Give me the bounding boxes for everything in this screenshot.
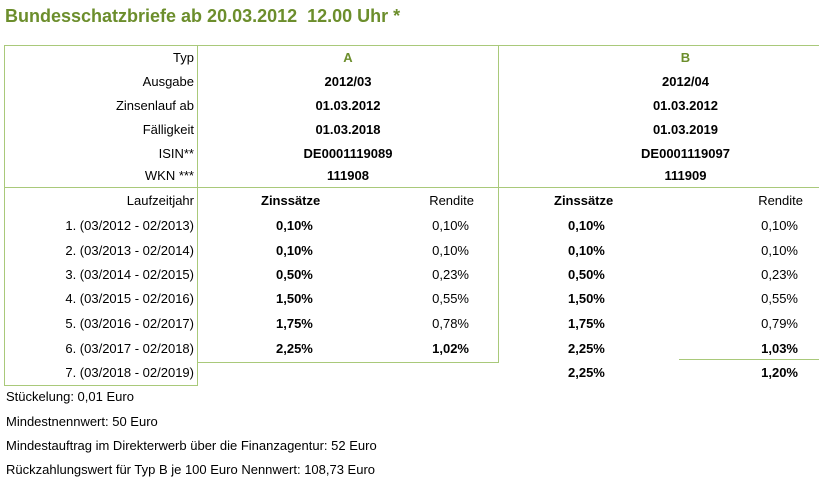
label-column-divider — [197, 45, 198, 386]
footnote-mindestauftrag: Mindestauftrag im Direkterwerb über die … — [6, 438, 377, 453]
table-bottom-border — [4, 385, 198, 386]
type-b-rendite-divider — [679, 359, 819, 360]
laufzeitjahr-cell: 1. (03/2012 - 02/2013) — [65, 218, 194, 233]
table-top-border — [4, 45, 819, 46]
b-rendite-cell: 0,55% — [761, 291, 798, 306]
a-rendite-cell: 0,23% — [432, 267, 469, 282]
laufzeitjahr-cell: 4. (03/2015 - 02/2016) — [65, 291, 194, 306]
a-rendite-cell: 0,10% — [432, 243, 469, 258]
footnote-stueckelung: Stückelung: 0,01 Euro — [6, 389, 134, 404]
type-b-wkn: 111909 — [664, 168, 707, 183]
type-a-right-border — [498, 45, 499, 363]
label-ausgabe: Ausgabe — [142, 74, 194, 89]
column-header-a-zinssaetze: Zinssätze — [261, 193, 321, 208]
b-zinssatz-cell: 0,10% — [568, 243, 605, 258]
laufzeitjahr-cell: 5. (03/2016 - 02/2017) — [65, 316, 194, 331]
a-zinssatz-cell: 1,50% — [276, 291, 313, 306]
label-typ: Typ — [173, 50, 194, 65]
b-zinssatz-cell: 2,25% — [568, 341, 605, 356]
label-zinsenlauf: Zinsenlauf ab — [115, 98, 194, 113]
table-left-border — [4, 45, 5, 386]
laufzeitjahr-cell: 3. (03/2014 - 02/2015) — [65, 267, 194, 282]
b-rendite-cell: 0,79% — [761, 316, 798, 331]
header-divider-left — [4, 187, 499, 188]
header-divider-right — [498, 187, 819, 188]
type-a-label: A — [343, 50, 353, 65]
a-zinssatz-cell: 0,10% — [276, 243, 313, 258]
a-rendite-cell: 0,10% — [432, 218, 469, 233]
a-rendite-cell: 0,55% — [432, 291, 469, 306]
type-a-isin: DE0001119089 — [303, 146, 393, 161]
page-title: Bundesschatzbriefe ab 20.03.2012 12.00 U… — [5, 6, 401, 26]
b-rendite-cell: 0,10% — [761, 218, 798, 233]
column-header-laufzeitjahr: Laufzeitjahr — [126, 193, 194, 208]
b-rendite-cell: 0,10% — [761, 243, 798, 258]
laufzeitjahr-cell: 7. (03/2018 - 02/2019) — [65, 365, 194, 380]
label-faelligkeit: Fälligkeit — [142, 122, 194, 137]
laufzeitjahr-cell: 6. (03/2017 - 02/2018) — [65, 341, 194, 356]
b-zinssatz-cell: 2,25% — [568, 365, 605, 380]
column-header-a-rendite: Rendite — [429, 193, 474, 208]
a-zinssatz-cell: 0,10% — [276, 218, 313, 233]
a-zinssatz-cell: 1,75% — [276, 316, 313, 331]
label-isin: ISIN** — [158, 146, 194, 161]
a-rendite-cell: 0,78% — [432, 316, 469, 331]
type-b-zinsenlauf: 01.03.2012 — [652, 98, 719, 113]
b-rendite-cell: 1,03% — [761, 341, 798, 356]
footnote-rueckzahlungswert: Rückzahlungswert für Typ B je 100 Euro N… — [6, 462, 376, 477]
a-zinssatz-cell: 0,50% — [276, 267, 313, 282]
a-rendite-cell: 1,02% — [432, 341, 469, 356]
type-a-faelligkeit: 01.03.2018 — [315, 122, 381, 137]
b-rendite-cell: 0,23% — [761, 267, 798, 282]
type-b-ausgabe: 2012/04 — [662, 74, 709, 89]
b-zinssatz-cell: 0,10% — [568, 218, 605, 233]
a-zinssatz-cell: 2,25% — [276, 341, 313, 356]
type-b-isin: DE0001119097 — [641, 146, 730, 161]
a-rendite-cell — [400, 362, 469, 384]
footnote-mindestnennwert: Mindestnennwert: 50 Euro — [6, 414, 158, 429]
b-zinssatz-cell: 1,50% — [568, 291, 605, 306]
column-header-b-rendite: Rendite — [758, 193, 803, 208]
type-a-ausgabe: 2012/03 — [324, 74, 372, 89]
type-a-zinsenlauf: 01.03.2012 — [315, 98, 381, 113]
column-header-b-zinssaetze: Zinssätze — [554, 193, 614, 208]
b-rendite-cell: 1,20% — [761, 365, 798, 380]
type-b-faelligkeit: 01.03.2019 — [652, 122, 719, 137]
b-zinssatz-cell: 0,50% — [568, 267, 605, 282]
type-b-label: B — [680, 50, 691, 65]
type-a-bottom-border — [197, 362, 499, 363]
laufzeitjahr-cell: 2. (03/2013 - 02/2014) — [65, 243, 194, 258]
b-zinssatz-cell: 1,75% — [568, 316, 605, 331]
type-a-wkn: 111908 — [327, 168, 369, 183]
label-wkn: WKN *** — [144, 168, 194, 183]
